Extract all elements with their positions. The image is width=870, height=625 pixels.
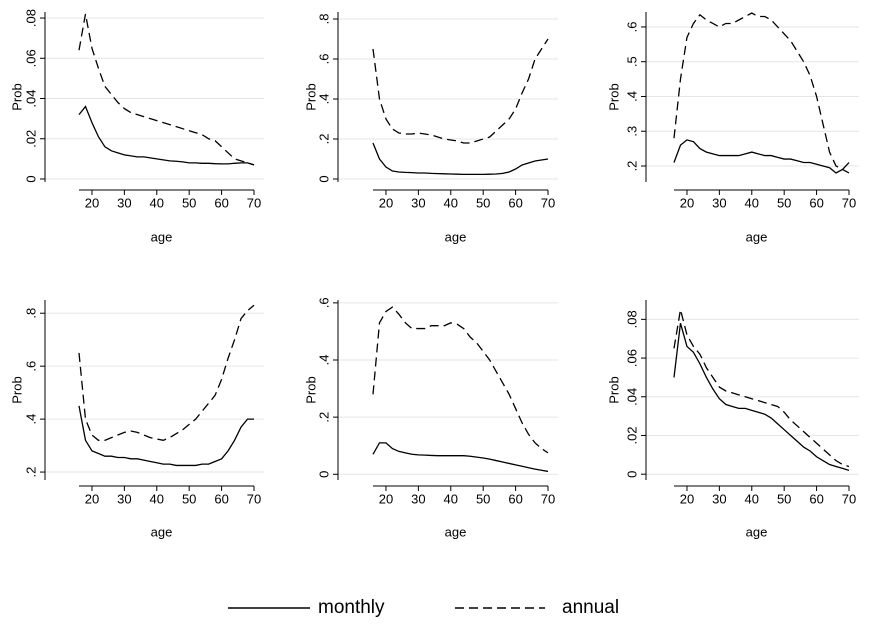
y-tick-label: .4 xyxy=(316,355,331,366)
y-tick-label: .5 xyxy=(624,56,639,67)
x-axis-label: age xyxy=(445,524,467,539)
y-tick-label: .6 xyxy=(316,54,331,65)
x-tick-label: 50 xyxy=(476,195,490,210)
y-tick-label: .6 xyxy=(624,22,639,33)
y-axis-label: Prob xyxy=(303,376,318,403)
x-tick-label: 20 xyxy=(379,195,393,210)
series-line xyxy=(673,309,850,468)
series-line xyxy=(78,405,254,467)
y-axis-label: Prob xyxy=(606,83,621,110)
y-tick-label: 0 xyxy=(624,471,639,478)
x-axis-label: age xyxy=(746,524,768,539)
x-tick-label: 40 xyxy=(444,491,458,506)
x-tick-label: 40 xyxy=(444,195,458,210)
x-tick-label: 40 xyxy=(745,491,759,506)
x-tick-label: 20 xyxy=(680,195,694,210)
x-tick-label: 70 xyxy=(842,491,856,506)
x-tick-label: 50 xyxy=(777,491,791,506)
series-line xyxy=(78,13,255,166)
series-line xyxy=(372,442,549,473)
x-tick-label: 30 xyxy=(117,195,131,210)
x-tick-label: 70 xyxy=(541,195,555,210)
y-tick-label: .06 xyxy=(624,349,639,367)
y-tick-label: 0 xyxy=(316,175,331,182)
x-tick-label: 70 xyxy=(541,491,555,506)
x-tick-label: 40 xyxy=(150,195,164,210)
x-tick-label: 30 xyxy=(411,195,425,210)
x-tick-label: 20 xyxy=(85,491,99,506)
y-tick-label: .08 xyxy=(624,310,639,328)
x-axis-label: age xyxy=(151,524,173,539)
series-line xyxy=(673,139,850,174)
y-tick-label: .2 xyxy=(23,467,38,478)
y-tick-label: .04 xyxy=(624,388,639,406)
legend-label: annual xyxy=(562,597,619,618)
x-tick-label: 60 xyxy=(214,491,228,506)
x-tick-label: 20 xyxy=(85,195,99,210)
y-tick-label: .2 xyxy=(316,412,331,423)
series-line xyxy=(673,323,850,471)
x-tick-label: 40 xyxy=(150,491,164,506)
x-tick-label: 50 xyxy=(777,195,791,210)
series-line xyxy=(372,306,549,454)
x-axis-label: age xyxy=(746,229,768,244)
x-tick-label: 20 xyxy=(379,491,393,506)
x-tick-label: 60 xyxy=(809,491,823,506)
x-tick-label: 50 xyxy=(476,491,490,506)
y-axis-label: Prob xyxy=(606,376,621,403)
x-tick-label: 60 xyxy=(508,195,522,210)
x-tick-label: 30 xyxy=(117,491,131,506)
series-line xyxy=(372,38,549,144)
x-tick-label: 40 xyxy=(745,195,759,210)
y-tick-label: .4 xyxy=(624,91,639,102)
x-tick-label: 70 xyxy=(247,195,261,210)
x-tick-label: 60 xyxy=(809,195,823,210)
y-tick-label: .2 xyxy=(316,134,331,145)
x-tick-label: 60 xyxy=(214,195,228,210)
y-axis-label: Prob xyxy=(9,376,24,403)
legend-label: monthly xyxy=(318,597,385,618)
x-axis-label: age xyxy=(151,229,173,244)
y-axis-label: Prob xyxy=(303,83,318,110)
series-line xyxy=(673,12,850,174)
y-tick-label: .3 xyxy=(624,126,639,137)
y-tick-label: .8 xyxy=(316,14,331,25)
y-tick-label: .02 xyxy=(23,130,38,148)
series-line xyxy=(372,142,549,176)
x-tick-label: 30 xyxy=(411,491,425,506)
x-tick-label: 50 xyxy=(182,195,196,210)
y-tick-label: .8 xyxy=(23,308,38,319)
y-tick-label: .4 xyxy=(316,94,331,105)
series-line xyxy=(78,105,255,166)
y-axis-label: Prob xyxy=(9,83,24,110)
x-tick-label: 70 xyxy=(247,491,261,506)
x-tick-label: 50 xyxy=(182,491,196,506)
x-tick-label: 20 xyxy=(680,491,694,506)
y-tick-label: .08 xyxy=(23,9,38,27)
y-tick-label: .6 xyxy=(23,361,38,372)
x-tick-label: 30 xyxy=(712,195,726,210)
y-tick-label: .02 xyxy=(624,426,639,444)
series-line xyxy=(78,304,255,441)
y-tick-label: .2 xyxy=(624,161,639,172)
y-tick-label: .06 xyxy=(23,49,38,67)
y-tick-label: 0 xyxy=(316,471,331,478)
y-tick-label: .04 xyxy=(23,89,38,107)
y-tick-label: .4 xyxy=(23,414,38,425)
y-tick-label: 0 xyxy=(23,175,38,182)
x-axis-label: age xyxy=(445,229,467,244)
y-tick-label: .6 xyxy=(316,297,331,308)
x-tick-label: 70 xyxy=(842,195,856,210)
x-tick-label: 60 xyxy=(508,491,522,506)
x-tick-label: 30 xyxy=(712,491,726,506)
